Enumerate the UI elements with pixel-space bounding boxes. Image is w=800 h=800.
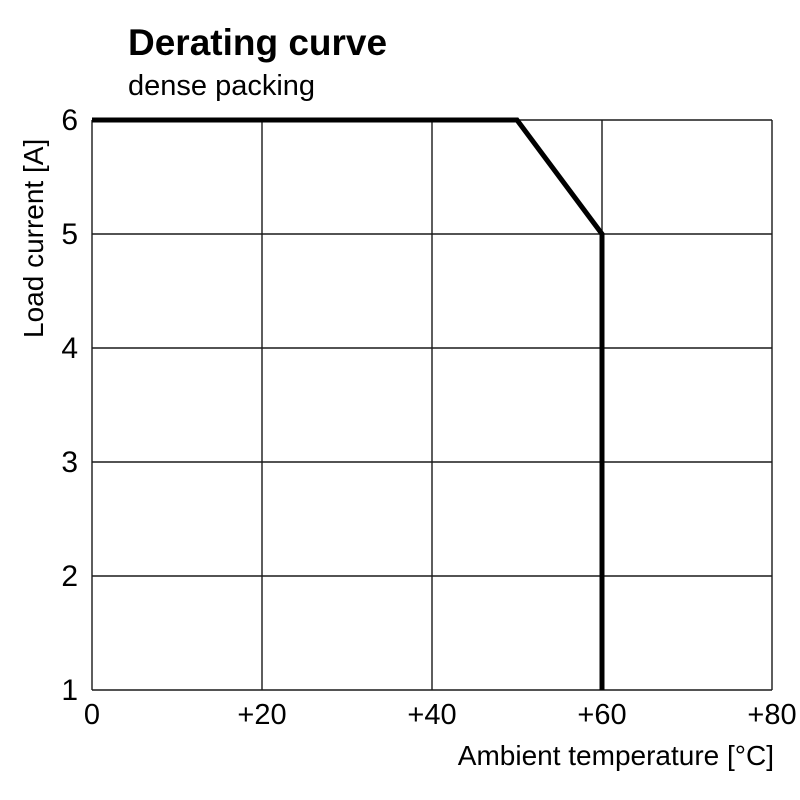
y-tick-label: 2 bbox=[61, 560, 78, 593]
x-tick-label: 0 bbox=[84, 699, 100, 731]
series-line-derating-limit-dense-packing bbox=[92, 117, 605, 690]
x-tick-label: +80 bbox=[747, 699, 796, 731]
x-axis-title: Ambient temperature [°C] bbox=[457, 740, 774, 771]
y-tick-label: 3 bbox=[61, 446, 78, 479]
y-tick-label: 6 bbox=[61, 104, 78, 137]
x-tick-label: +40 bbox=[407, 699, 456, 731]
y-tick-label: 1 bbox=[61, 674, 78, 707]
chart-title: Derating curve bbox=[128, 22, 388, 63]
y-tick-label: 5 bbox=[61, 218, 78, 251]
x-tick-label: +20 bbox=[237, 699, 286, 731]
x-tick-label: +60 bbox=[577, 699, 626, 731]
y-tick-label: 4 bbox=[61, 332, 78, 365]
chart-subtitle: dense packing bbox=[128, 70, 316, 102]
